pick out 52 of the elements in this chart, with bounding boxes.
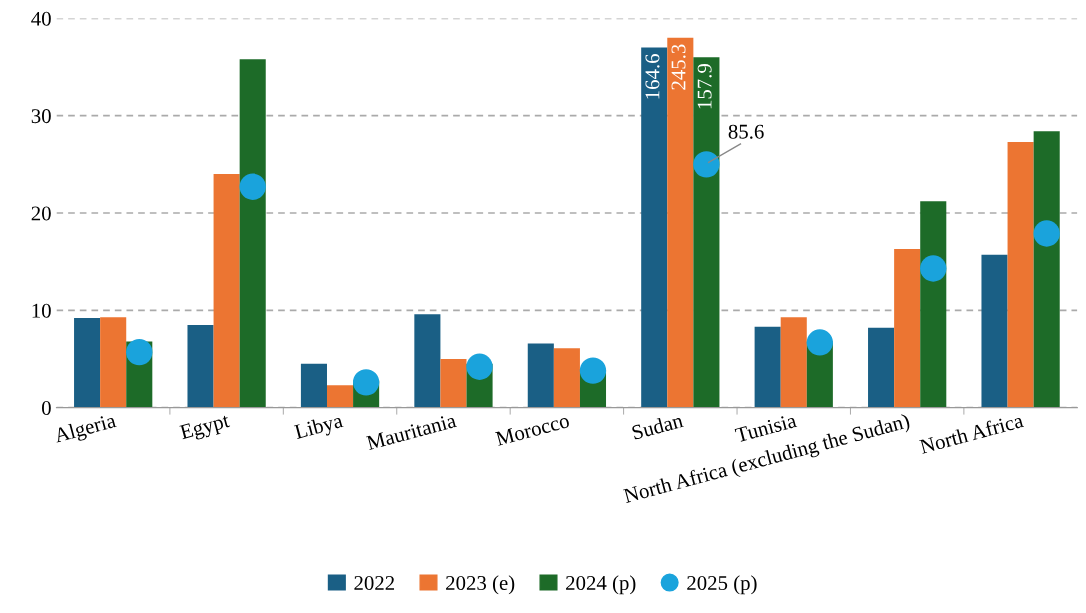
bar (981, 254, 1008, 408)
y-tick-label: 40 (31, 11, 51, 26)
bar (100, 317, 127, 408)
point (806, 329, 834, 356)
legend-label: 2024 (p) (566, 575, 636, 595)
bar (894, 249, 921, 408)
bar (527, 343, 554, 408)
x-tick-label: Tunisia (734, 413, 798, 443)
point (579, 357, 607, 384)
bar (754, 326, 781, 408)
bar (440, 358, 467, 408)
bar (74, 318, 101, 408)
x-tick-label: Libya (293, 412, 345, 444)
legend-label: 2022 (354, 575, 395, 591)
bar (693, 57, 720, 408)
y-tick-label: 20 (31, 206, 51, 221)
bar (213, 174, 240, 408)
bar (667, 37, 694, 408)
y-tick-label: 30 (31, 109, 51, 124)
x-tick-label: Egypt (179, 413, 232, 444)
annotation: 157.9 (697, 64, 712, 109)
bar (1033, 131, 1060, 408)
bar (868, 327, 895, 408)
bar (414, 314, 441, 408)
point (239, 173, 266, 200)
y-tick-label: 0 (41, 401, 51, 416)
point (466, 353, 493, 380)
bar (326, 385, 354, 408)
bar (641, 47, 668, 408)
bar (187, 324, 214, 408)
x-tick-label: Sudan (631, 412, 684, 440)
bar (920, 201, 947, 408)
point (126, 339, 153, 366)
annotation: 85.6 (728, 124, 764, 139)
legend-label: 2025 (p) (687, 575, 757, 595)
annotation: 245.3 (671, 44, 686, 90)
x-tick-label: Algeria (53, 412, 118, 447)
bar (1007, 141, 1034, 408)
bar (239, 59, 266, 408)
point (1033, 220, 1060, 247)
bar (300, 363, 327, 408)
bar (553, 348, 580, 408)
bar (780, 317, 807, 408)
point (920, 255, 947, 282)
y-tick-label: 10 (32, 303, 51, 318)
x-tick-label: Morocco (495, 413, 570, 446)
annotation: 164.6 (645, 54, 660, 99)
x-tick-label: North Africa (918, 412, 1025, 454)
point (352, 369, 380, 396)
point (693, 151, 720, 178)
legend-label: 2023 (e) (446, 575, 515, 595)
x-tick-label: Mauritania (365, 413, 457, 451)
